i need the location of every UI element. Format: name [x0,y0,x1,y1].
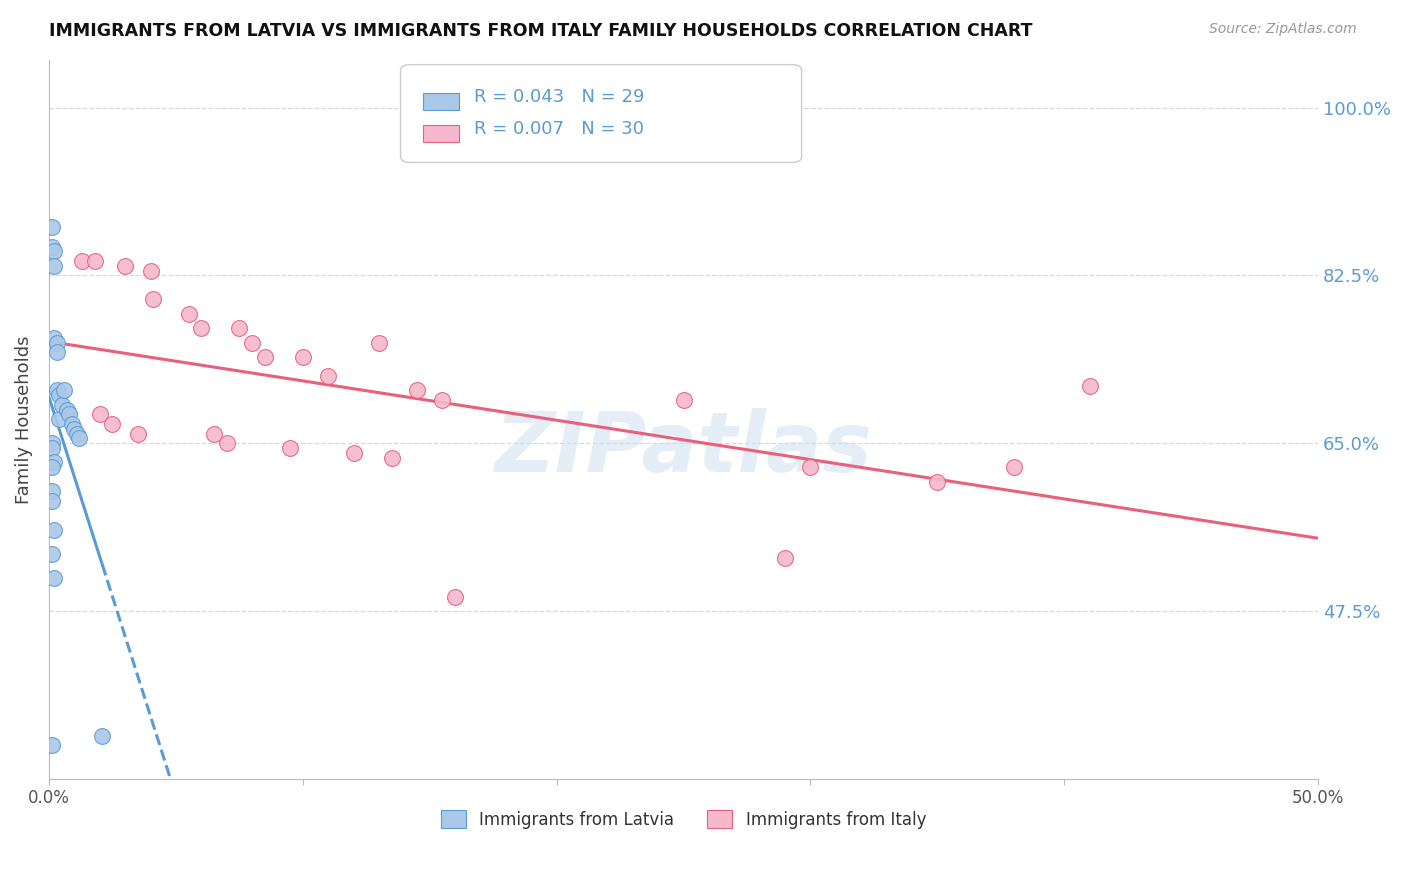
Point [773,551,796,566]
Point [42,244,65,259]
Bar [423,93,458,110]
Point [190,321,212,335]
Point [67,432,90,446]
Point [253,350,276,364]
Text: Source: ZipAtlas.com: Source: ZipAtlas.com [1209,22,1357,37]
Point [66,426,89,441]
Point [45,345,67,359]
Point [42,331,65,345]
Point [927,475,949,489]
Point [58,408,80,422]
Point [291,350,314,364]
Point [406,384,429,398]
Point [127,426,149,441]
Point [63,422,86,436]
Point [41,220,63,235]
Point [215,436,238,450]
Text: R = 0.043   N = 29: R = 0.043 N = 29 [474,88,644,106]
Point [1002,460,1025,475]
Point [41,460,63,475]
Point [41,441,63,455]
Point [41,239,63,253]
Point [41,493,63,508]
Point [60,417,83,431]
Point [45,384,67,398]
Point [278,441,301,455]
Point [55,402,77,417]
Point [70,254,93,268]
Point [101,417,124,431]
Point [1078,378,1101,392]
Y-axis label: Family Households: Family Households [15,335,32,503]
Text: IMMIGRANTS FROM LATVIA VS IMMIGRANTS FROM ITALY FAMILY HOUSEHOLDS CORRELATION CH: IMMIGRANTS FROM LATVIA VS IMMIGRANTS FRO… [49,22,1033,40]
Point [42,523,65,537]
Point [177,307,200,321]
Point [799,460,821,475]
Point [316,369,339,384]
Point [381,450,404,465]
Point [444,590,467,604]
Point [83,254,105,268]
Point [42,259,65,273]
Point [672,393,695,408]
Point [91,729,114,743]
Point [42,570,65,584]
Point [53,384,76,398]
Point [202,426,225,441]
Point [51,398,73,412]
Point [41,547,63,561]
Text: R = 0.007   N = 30: R = 0.007 N = 30 [474,120,644,138]
Point [45,335,67,350]
Point [42,455,65,469]
Point [41,484,63,499]
Point [432,393,454,408]
Point [368,335,391,350]
Bar [423,125,458,143]
Point [228,321,250,335]
Point [240,335,263,350]
Text: ZIPatlas: ZIPatlas [495,408,873,489]
Point [89,408,111,422]
Point [41,739,63,753]
FancyBboxPatch shape [401,64,801,162]
Point [342,446,364,460]
Point [48,412,70,426]
Point [41,436,63,450]
Point [114,259,136,273]
Legend: Immigrants from Latvia, Immigrants from Italy: Immigrants from Latvia, Immigrants from … [434,804,934,835]
Point [48,388,70,402]
Point [142,293,165,307]
Point [139,263,162,277]
